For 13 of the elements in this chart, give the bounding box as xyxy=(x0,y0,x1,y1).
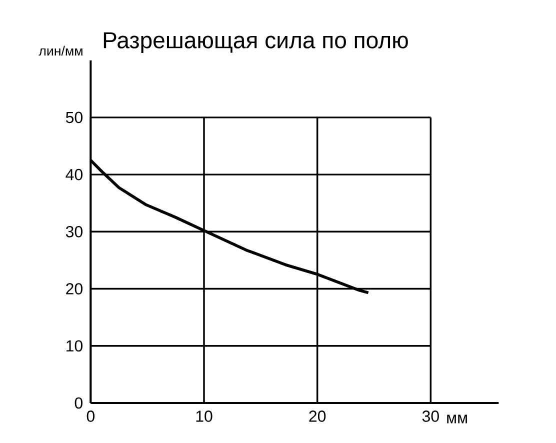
x-tick-label: 20 xyxy=(309,410,326,422)
y-tick-label: 30 xyxy=(66,226,82,238)
y-tick-label: 10 xyxy=(66,340,82,352)
chart-title: Разрешающая сила по полю xyxy=(104,32,408,53)
y-tick-label: 0 xyxy=(74,397,82,409)
x-tick-label: 30 xyxy=(422,410,439,422)
x-tick-label: 0 xyxy=(86,410,94,422)
y-tick-label: 20 xyxy=(66,283,82,294)
y-tick-label: 40 xyxy=(66,168,82,180)
x-tick-label: 10 xyxy=(196,410,212,422)
y-tick-label: 50 xyxy=(66,112,82,124)
y-axis-title: лин/мм xyxy=(38,46,82,56)
x-axis-title: мм xyxy=(447,414,467,424)
